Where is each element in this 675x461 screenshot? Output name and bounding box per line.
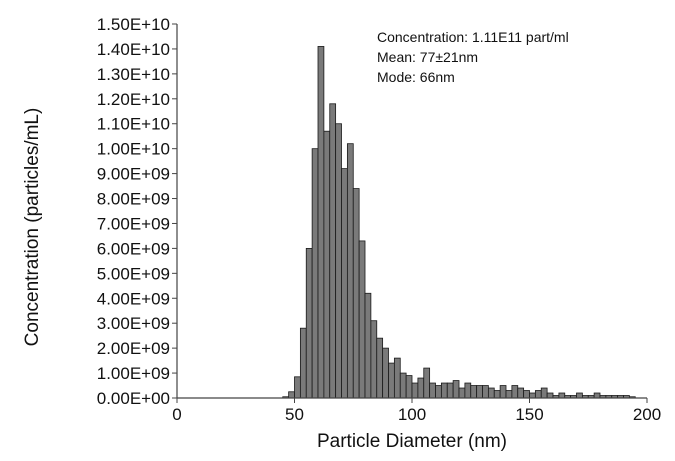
y-tick-label: 1.10E+10: [97, 115, 170, 134]
histogram-bar: [452, 380, 460, 399]
histogram-bar: [329, 103, 337, 399]
histogram-bar: [376, 337, 384, 399]
x-tick-label: 200: [633, 405, 661, 424]
annotation-mode: Mode: 66nm: [377, 69, 455, 85]
histogram-bar: [435, 385, 442, 399]
x-tick-label: 150: [515, 405, 543, 424]
histogram-bar: [311, 148, 319, 399]
y-tick-label: 8.00E+09: [97, 190, 170, 209]
histogram-bar: [482, 385, 489, 399]
y-tick-label: 1.40E+10: [97, 40, 170, 59]
histogram-bar: [346, 143, 354, 399]
histogram-bar: [487, 387, 495, 399]
histogram-bar: [382, 347, 389, 399]
y-tick-label: 1.30E+10: [97, 65, 170, 84]
histogram-bar: [405, 375, 413, 399]
histogram-bar: [540, 387, 548, 399]
histogram-bar: [476, 385, 483, 399]
y-ticks-layer: 0.00E+00 1.00E+09 2.00E+09 3.00E+09 4.00E+09…: [97, 15, 177, 408]
histogram-bar: [423, 367, 431, 399]
bars-layer: [282, 46, 636, 399]
histogram-bar: [558, 392, 566, 399]
histogram-bar: [358, 240, 366, 399]
y-tick-label: 1.00E+09: [97, 364, 170, 383]
histogram-bar: [388, 362, 395, 399]
histogram-bar: [299, 327, 307, 399]
y-axis-title: Concentration (particles/mL): [22, 108, 43, 347]
histogram-bar: [534, 390, 542, 399]
annotation-concentration: Concentration: 1.11E11 part/ml: [377, 29, 569, 45]
histogram-bar: [288, 391, 295, 399]
histogram-bar: [399, 372, 407, 399]
histogram-bar: [429, 382, 436, 399]
histogram-bar: [317, 46, 325, 399]
histogram-bar: [370, 320, 378, 399]
x-tick-label: 100: [398, 405, 426, 424]
histogram-bar: [505, 390, 513, 399]
histogram-bar: [440, 382, 448, 399]
histogram-bar: [464, 382, 472, 399]
histogram-bar: [458, 387, 466, 399]
x-axis-title: Particle Diameter (nm): [317, 431, 507, 452]
y-tick-label: 7.00E+09: [97, 214, 170, 233]
x-ticks-layer: 0 50 100 150 200: [172, 398, 661, 424]
histogram-bar: [499, 385, 507, 399]
histogram-bar: [393, 357, 401, 399]
x-tick-label: 0: [172, 405, 181, 424]
histogram-bar: [323, 130, 331, 399]
histogram-bar: [305, 247, 313, 399]
histogram-bar: [523, 390, 530, 399]
histogram-bar: [335, 123, 342, 399]
histogram-bar: [529, 392, 536, 399]
y-tick-label: 0.00E+00: [97, 389, 170, 408]
histogram-bar: [470, 385, 478, 399]
histogram-bar: [364, 292, 372, 399]
y-tick-label: 1.50E+10: [97, 15, 170, 34]
annotation-block: Concentration: 1.11E11 part/ml Mean: 77±…: [377, 29, 569, 85]
y-tick-label: 4.00E+09: [97, 289, 170, 308]
histogram-bar: [546, 392, 554, 399]
y-tick-label: 5.00E+09: [97, 264, 170, 283]
histogram-bar: [411, 382, 419, 399]
histogram-bar: [341, 168, 348, 399]
histogram-bar: [517, 387, 525, 399]
y-tick-label: 3.00E+09: [97, 314, 170, 333]
y-tick-label: 1.00E+10: [97, 140, 170, 159]
histogram-bar: [576, 392, 583, 399]
y-tick-label: 2.00E+09: [97, 339, 170, 358]
histogram-bar: [493, 390, 501, 399]
annotation-mean: Mean: 77±21nm: [377, 49, 478, 65]
histogram-bar: [417, 377, 425, 399]
histogram-bar: [352, 188, 360, 399]
histogram-bar: [511, 385, 519, 399]
y-tick-label: 9.00E+09: [97, 165, 170, 184]
y-tick-label: 6.00E+09: [97, 239, 170, 258]
y-tick-label: 1.20E+10: [97, 90, 170, 109]
x-tick-label: 50: [285, 405, 304, 424]
histogram-bar: [294, 376, 301, 399]
histogram-bar: [446, 382, 454, 399]
histogram-bar: [593, 392, 601, 399]
